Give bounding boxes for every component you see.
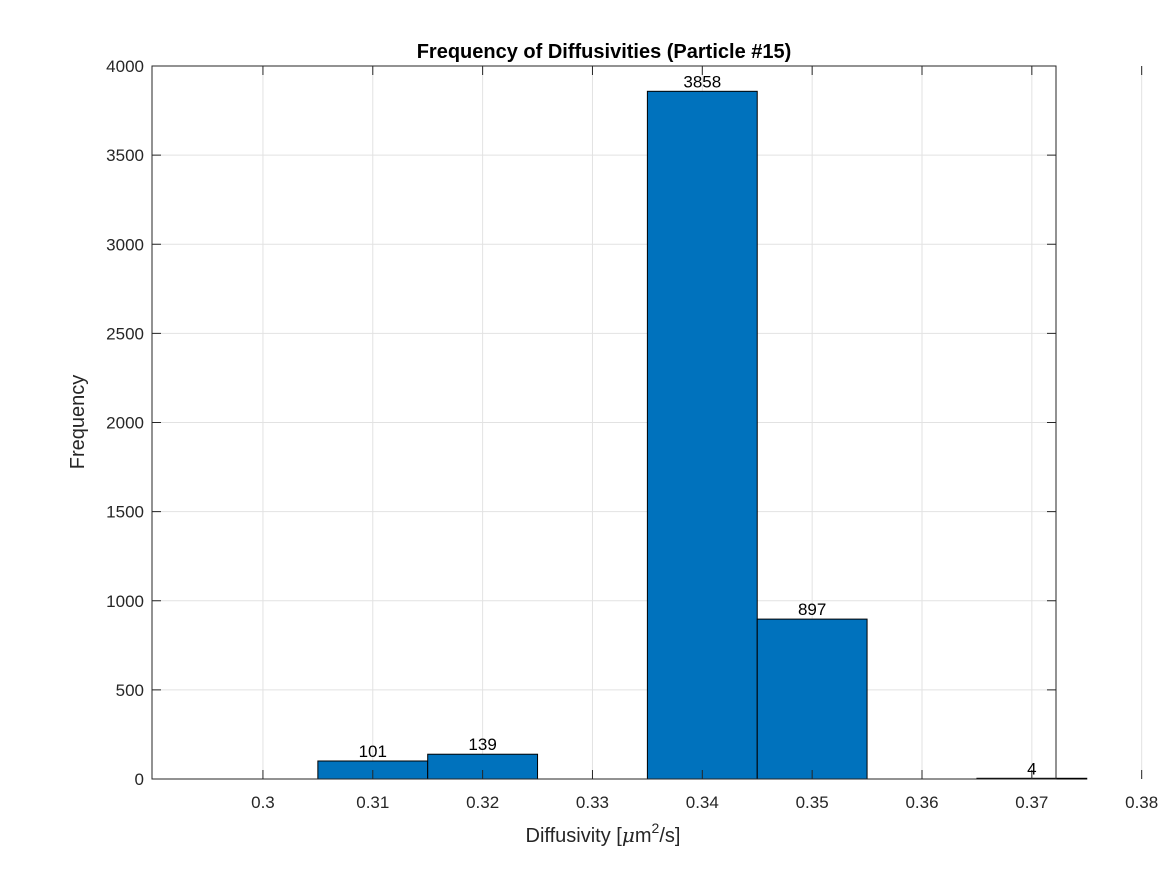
- x-tick-label: 0.38: [1125, 793, 1158, 812]
- y-tick-label: 1500: [106, 503, 144, 522]
- bar-value-label: 897: [798, 600, 826, 619]
- x-tick-label: 0.32: [466, 793, 499, 812]
- bar-value-label: 101: [359, 742, 387, 761]
- x-tick-label: 0.34: [686, 793, 719, 812]
- bars: [317, 90, 1088, 780]
- bar: [756, 618, 868, 780]
- x-tick-label: 0.35: [796, 793, 829, 812]
- axes: 0.3 0.31 0.32 0.33 0.34 0.35 0.36 0.37 0.38 0 500 1…: [106, 57, 1158, 812]
- y-tick-label: 500: [116, 681, 144, 700]
- x-axis-label-mu: μ: [622, 823, 635, 847]
- bar: [646, 90, 758, 780]
- y-axis-label: Frequency: [67, 375, 89, 470]
- x-axis-label-sup: 2: [652, 820, 660, 836]
- y-tick-label: 2500: [106, 324, 144, 343]
- y-tick-label: 1000: [106, 592, 144, 611]
- chart-title: Frequency of Diffusivities (Particle #15…: [417, 41, 792, 63]
- y-tick-label: 0: [135, 770, 144, 789]
- x-axis-label-main: Diffusivity [: [526, 825, 623, 847]
- x-tick-label: 0.3: [251, 793, 275, 812]
- bar-value-label: 3858: [683, 72, 721, 91]
- y-tick-label: 3500: [106, 146, 144, 165]
- x-tick-label: 0.36: [905, 793, 938, 812]
- y-tick-label: 3000: [106, 235, 144, 254]
- x-tick-label: 0.31: [356, 793, 389, 812]
- x-axis-label-unit: m: [635, 825, 652, 847]
- x-tick-label: 0.33: [576, 793, 609, 812]
- bar-value-label: 139: [468, 735, 496, 754]
- x-axis-label: Diffusivity [μm2/s]: [526, 820, 681, 847]
- grid-lines: [152, 65, 1143, 780]
- y-tick-label: 2000: [106, 414, 144, 433]
- y-tick-label: 4000: [106, 57, 144, 76]
- x-axis-label-tail: /s]: [659, 825, 680, 847]
- data-labels: 101 139 3858 897 4: [359, 72, 1037, 778]
- bar-value-label: 4: [1027, 759, 1036, 778]
- x-tick-label: 0.37: [1015, 793, 1048, 812]
